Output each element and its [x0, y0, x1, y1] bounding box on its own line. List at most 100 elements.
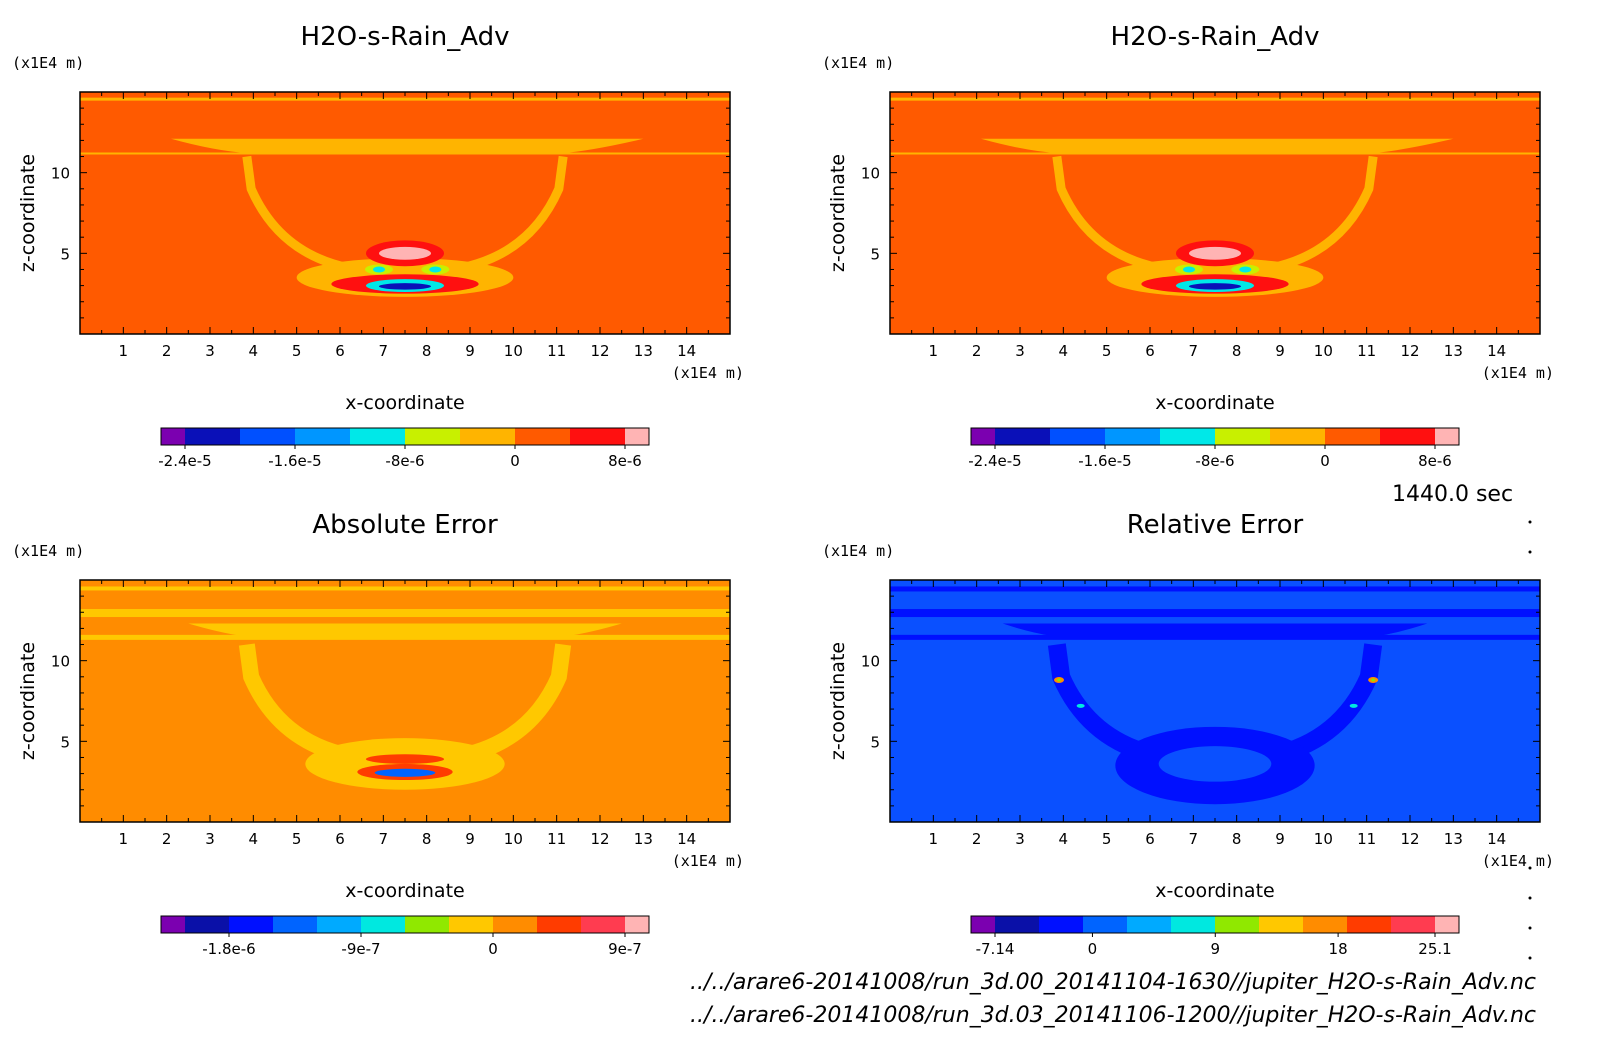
contour-band: [80, 97, 730, 101]
contour-band: [890, 97, 1540, 101]
colorbar-swatch: [1215, 916, 1259, 933]
x-tick-label: 3: [1015, 830, 1025, 848]
x-tick-label: 10: [1314, 342, 1333, 360]
contour-field: [80, 92, 730, 334]
x-tick-label: 1: [119, 342, 129, 360]
contour-band: [1158, 746, 1272, 782]
marker-dot: [1528, 550, 1532, 554]
colorbar-label: 8e-6: [608, 452, 642, 470]
colorbar-swatch: [460, 428, 515, 445]
contour-band: [373, 266, 385, 273]
contour-field: [890, 580, 1540, 822]
colorbar-swatch: [493, 916, 537, 933]
x-tick-label: 2: [162, 342, 172, 360]
contour-spot: [1349, 703, 1358, 708]
x-axis-label: x-coordinate: [345, 392, 464, 414]
contour-band: [80, 586, 730, 591]
panel-1: 1 2 3 4 5 6 7 8 9 10 11 12 13 14510H2O-s-Rain_Adv(x1E…: [12, 22, 744, 470]
y-tick-label: 5: [60, 245, 70, 263]
x-tick-label: 9: [1275, 342, 1285, 360]
colorbar-swatch: [229, 916, 273, 933]
x-tick-label: 8: [1232, 830, 1242, 848]
x-tick-label: 14: [677, 830, 696, 848]
colorbar-label: 0: [1320, 452, 1330, 470]
y-tick-label: 5: [870, 733, 880, 751]
x-tick-label: 2: [972, 342, 982, 360]
colorbar-swatch: [1270, 428, 1325, 445]
colorbar-swatch: [1435, 428, 1459, 445]
x-tick-label: 7: [379, 830, 389, 848]
y-axis-label: z-coordinate: [827, 154, 849, 272]
x-tick-label: 9: [1275, 830, 1285, 848]
contour-spot: [1371, 678, 1376, 682]
colorbar-swatch: [1171, 916, 1215, 933]
colorbar-swatch: [995, 428, 1050, 445]
contour-field: [80, 580, 730, 822]
marker-dot: [1528, 520, 1532, 524]
time-label: 1440.0 sec: [1392, 482, 1514, 507]
colorbar-swatch: [1347, 916, 1391, 933]
colorbar-swatch: [185, 428, 240, 445]
colorbar-label: 18: [1329, 940, 1348, 958]
x-tick-label: 12: [590, 830, 609, 848]
x-tick-label: 7: [379, 342, 389, 360]
x-tick-label: 11: [547, 342, 566, 360]
y-unit-label: (x1E4 m): [822, 542, 894, 560]
y-axis-label: z-coordinate: [827, 642, 849, 760]
x-tick-label: 1: [929, 342, 939, 360]
y-unit-label: (x1E4 m): [12, 542, 84, 560]
marker-dot: [1528, 866, 1532, 870]
y-axis-label: z-coordinate: [17, 154, 39, 272]
colorbar-swatch: [995, 916, 1039, 933]
contour-band: [379, 283, 431, 290]
contour-field: [890, 92, 1540, 334]
x-tick-label: 6: [1145, 830, 1155, 848]
x-tick-label: 14: [1487, 830, 1506, 848]
x-axis-label: x-coordinate: [1155, 880, 1274, 902]
x-tick-label: 6: [335, 342, 345, 360]
colorbar-swatch: [161, 916, 185, 933]
contour-band: [429, 266, 442, 273]
x-tick-label: 9: [465, 830, 475, 848]
colorbar-swatch: [449, 916, 493, 933]
colorbar-swatch: [295, 428, 350, 445]
colorbar-swatch: [1380, 428, 1435, 445]
colorbar-label: 9: [1210, 940, 1220, 958]
x-tick-label: 2: [972, 830, 982, 848]
colorbar-swatch: [1391, 916, 1435, 933]
x-tick-label: 6: [1145, 342, 1155, 360]
colorbar-label: -7.14: [976, 940, 1015, 958]
x-tick-label: 13: [634, 342, 653, 360]
colorbar-label: -2.4e-5: [968, 452, 1021, 470]
x-axis-label: x-coordinate: [1155, 392, 1274, 414]
contour-band: [890, 609, 1540, 618]
colorbar-label: 9e-7: [608, 940, 642, 958]
x-tick-label: 3: [205, 830, 215, 848]
contour-spot: [1057, 678, 1061, 682]
colorbar-swatch: [405, 916, 449, 933]
x-tick-label: 1: [119, 830, 129, 848]
colorbar-label: 0: [1088, 940, 1098, 958]
file-path-2: ../../arare6-20141008/run_3d.03_20141106…: [690, 1003, 1536, 1028]
colorbar-frame: [160, 915, 650, 934]
x-tick-label: 8: [422, 342, 432, 360]
contour-band: [366, 754, 444, 764]
x-tick-label: 11: [547, 830, 566, 848]
panel-title: Absolute Error: [312, 510, 498, 540]
marker-dot: [1528, 926, 1532, 930]
colorbar-swatch: [971, 428, 995, 445]
panel-title: H2O-s-Rain_Adv: [301, 22, 510, 52]
y-tick-label: 5: [60, 733, 70, 751]
colorbar-label: 0: [510, 452, 520, 470]
colorbar-swatch: [625, 916, 649, 933]
colorbar-swatch: [1160, 428, 1215, 445]
contour-spot: [1076, 703, 1085, 708]
x-tick-label: 4: [249, 342, 259, 360]
contour-band: [1189, 246, 1241, 260]
colorbar-swatch: [317, 916, 361, 933]
colorbar-swatch: [240, 428, 295, 445]
x-tick-label: 8: [422, 830, 432, 848]
x-tick-label: 13: [1444, 342, 1463, 360]
panel-title: Relative Error: [1127, 510, 1304, 540]
